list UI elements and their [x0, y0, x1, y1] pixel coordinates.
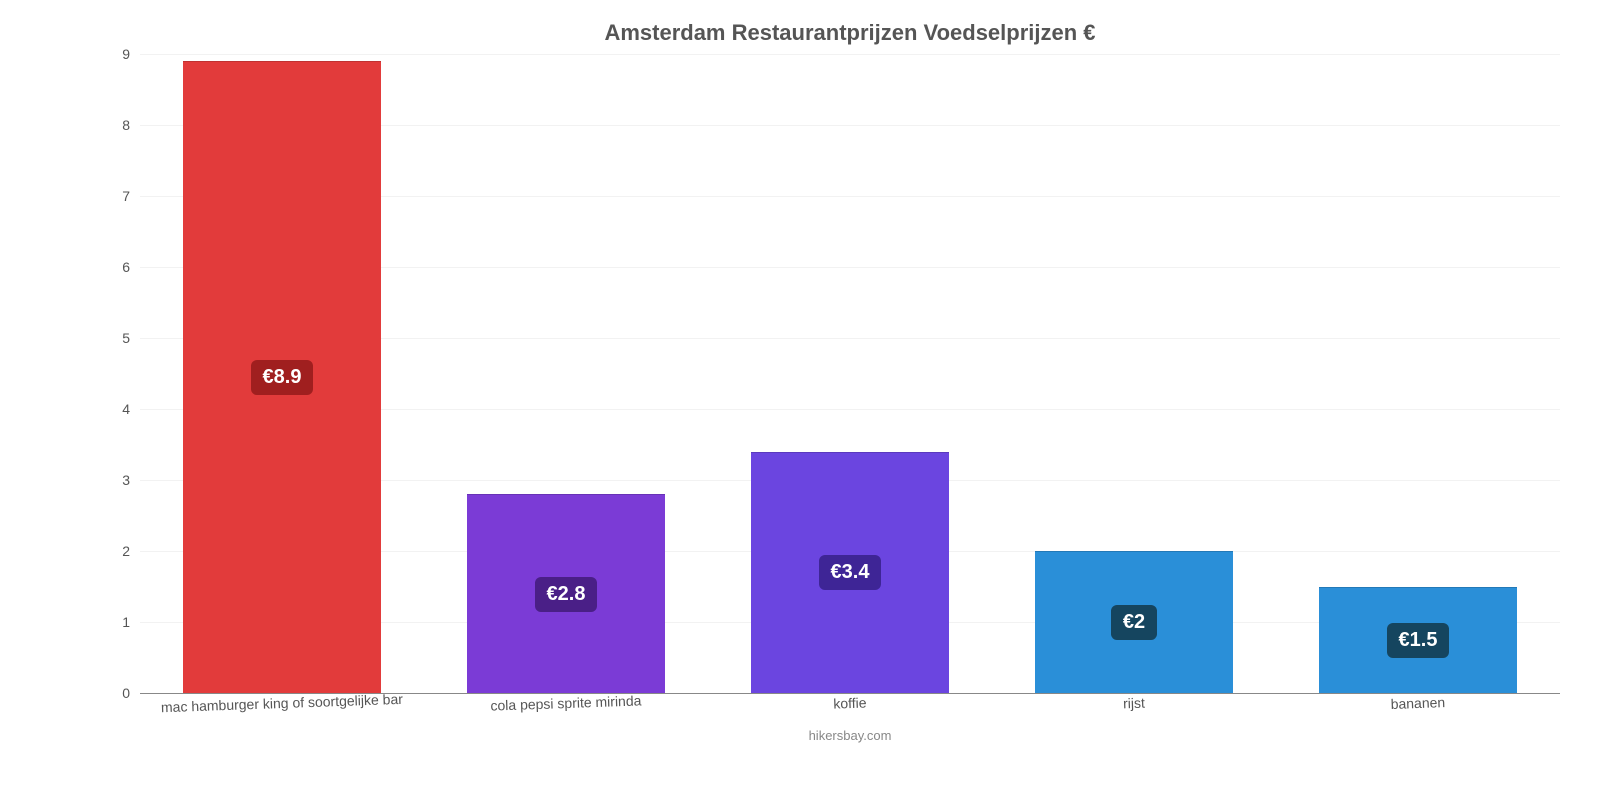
ytick-label: 4	[122, 401, 140, 417]
chart-title: Amsterdam Restaurantprijzen Voedselprijz…	[140, 20, 1560, 46]
ytick-label: 3	[122, 472, 140, 488]
ytick-label: 2	[122, 543, 140, 559]
ytick-label: 0	[122, 685, 140, 701]
bar: €1.5	[1319, 587, 1518, 694]
value-badge: €8.9	[251, 360, 314, 395]
ytick-label: 7	[122, 188, 140, 204]
ytick-label: 1	[122, 614, 140, 630]
value-badge: €3.4	[819, 555, 882, 590]
ytick-label: 9	[122, 46, 140, 62]
bar-slot: €2.8	[424, 54, 708, 693]
value-badge: €2.8	[535, 577, 598, 612]
ytick-label: 5	[122, 330, 140, 346]
bar-slot: €1.5	[1276, 54, 1560, 693]
chart-container: Amsterdam Restaurantprijzen Voedselprijz…	[0, 0, 1600, 800]
bar-slot: €2	[992, 54, 1276, 693]
credit-text: hikersbay.com	[140, 728, 1560, 743]
bars-container: €8.9 €2.8 €3.4 €2 €1.5	[140, 54, 1560, 693]
value-badge: €1.5	[1387, 623, 1450, 658]
bar-slot: €8.9	[140, 54, 424, 693]
bar: €3.4	[751, 452, 950, 693]
bar: €2	[1035, 551, 1234, 693]
value-badge: €2	[1111, 605, 1157, 640]
ytick-label: 6	[122, 259, 140, 275]
x-axis-labels: mac hamburger king of soortgelijke barco…	[140, 700, 1560, 716]
bar: €8.9	[183, 61, 382, 693]
ytick-label: 8	[122, 117, 140, 133]
bar-slot: €3.4	[708, 54, 992, 693]
plot-area: €8.9€2.8€3.4€2€1.5 0123456789	[140, 54, 1560, 694]
bar: €2.8	[467, 494, 666, 693]
